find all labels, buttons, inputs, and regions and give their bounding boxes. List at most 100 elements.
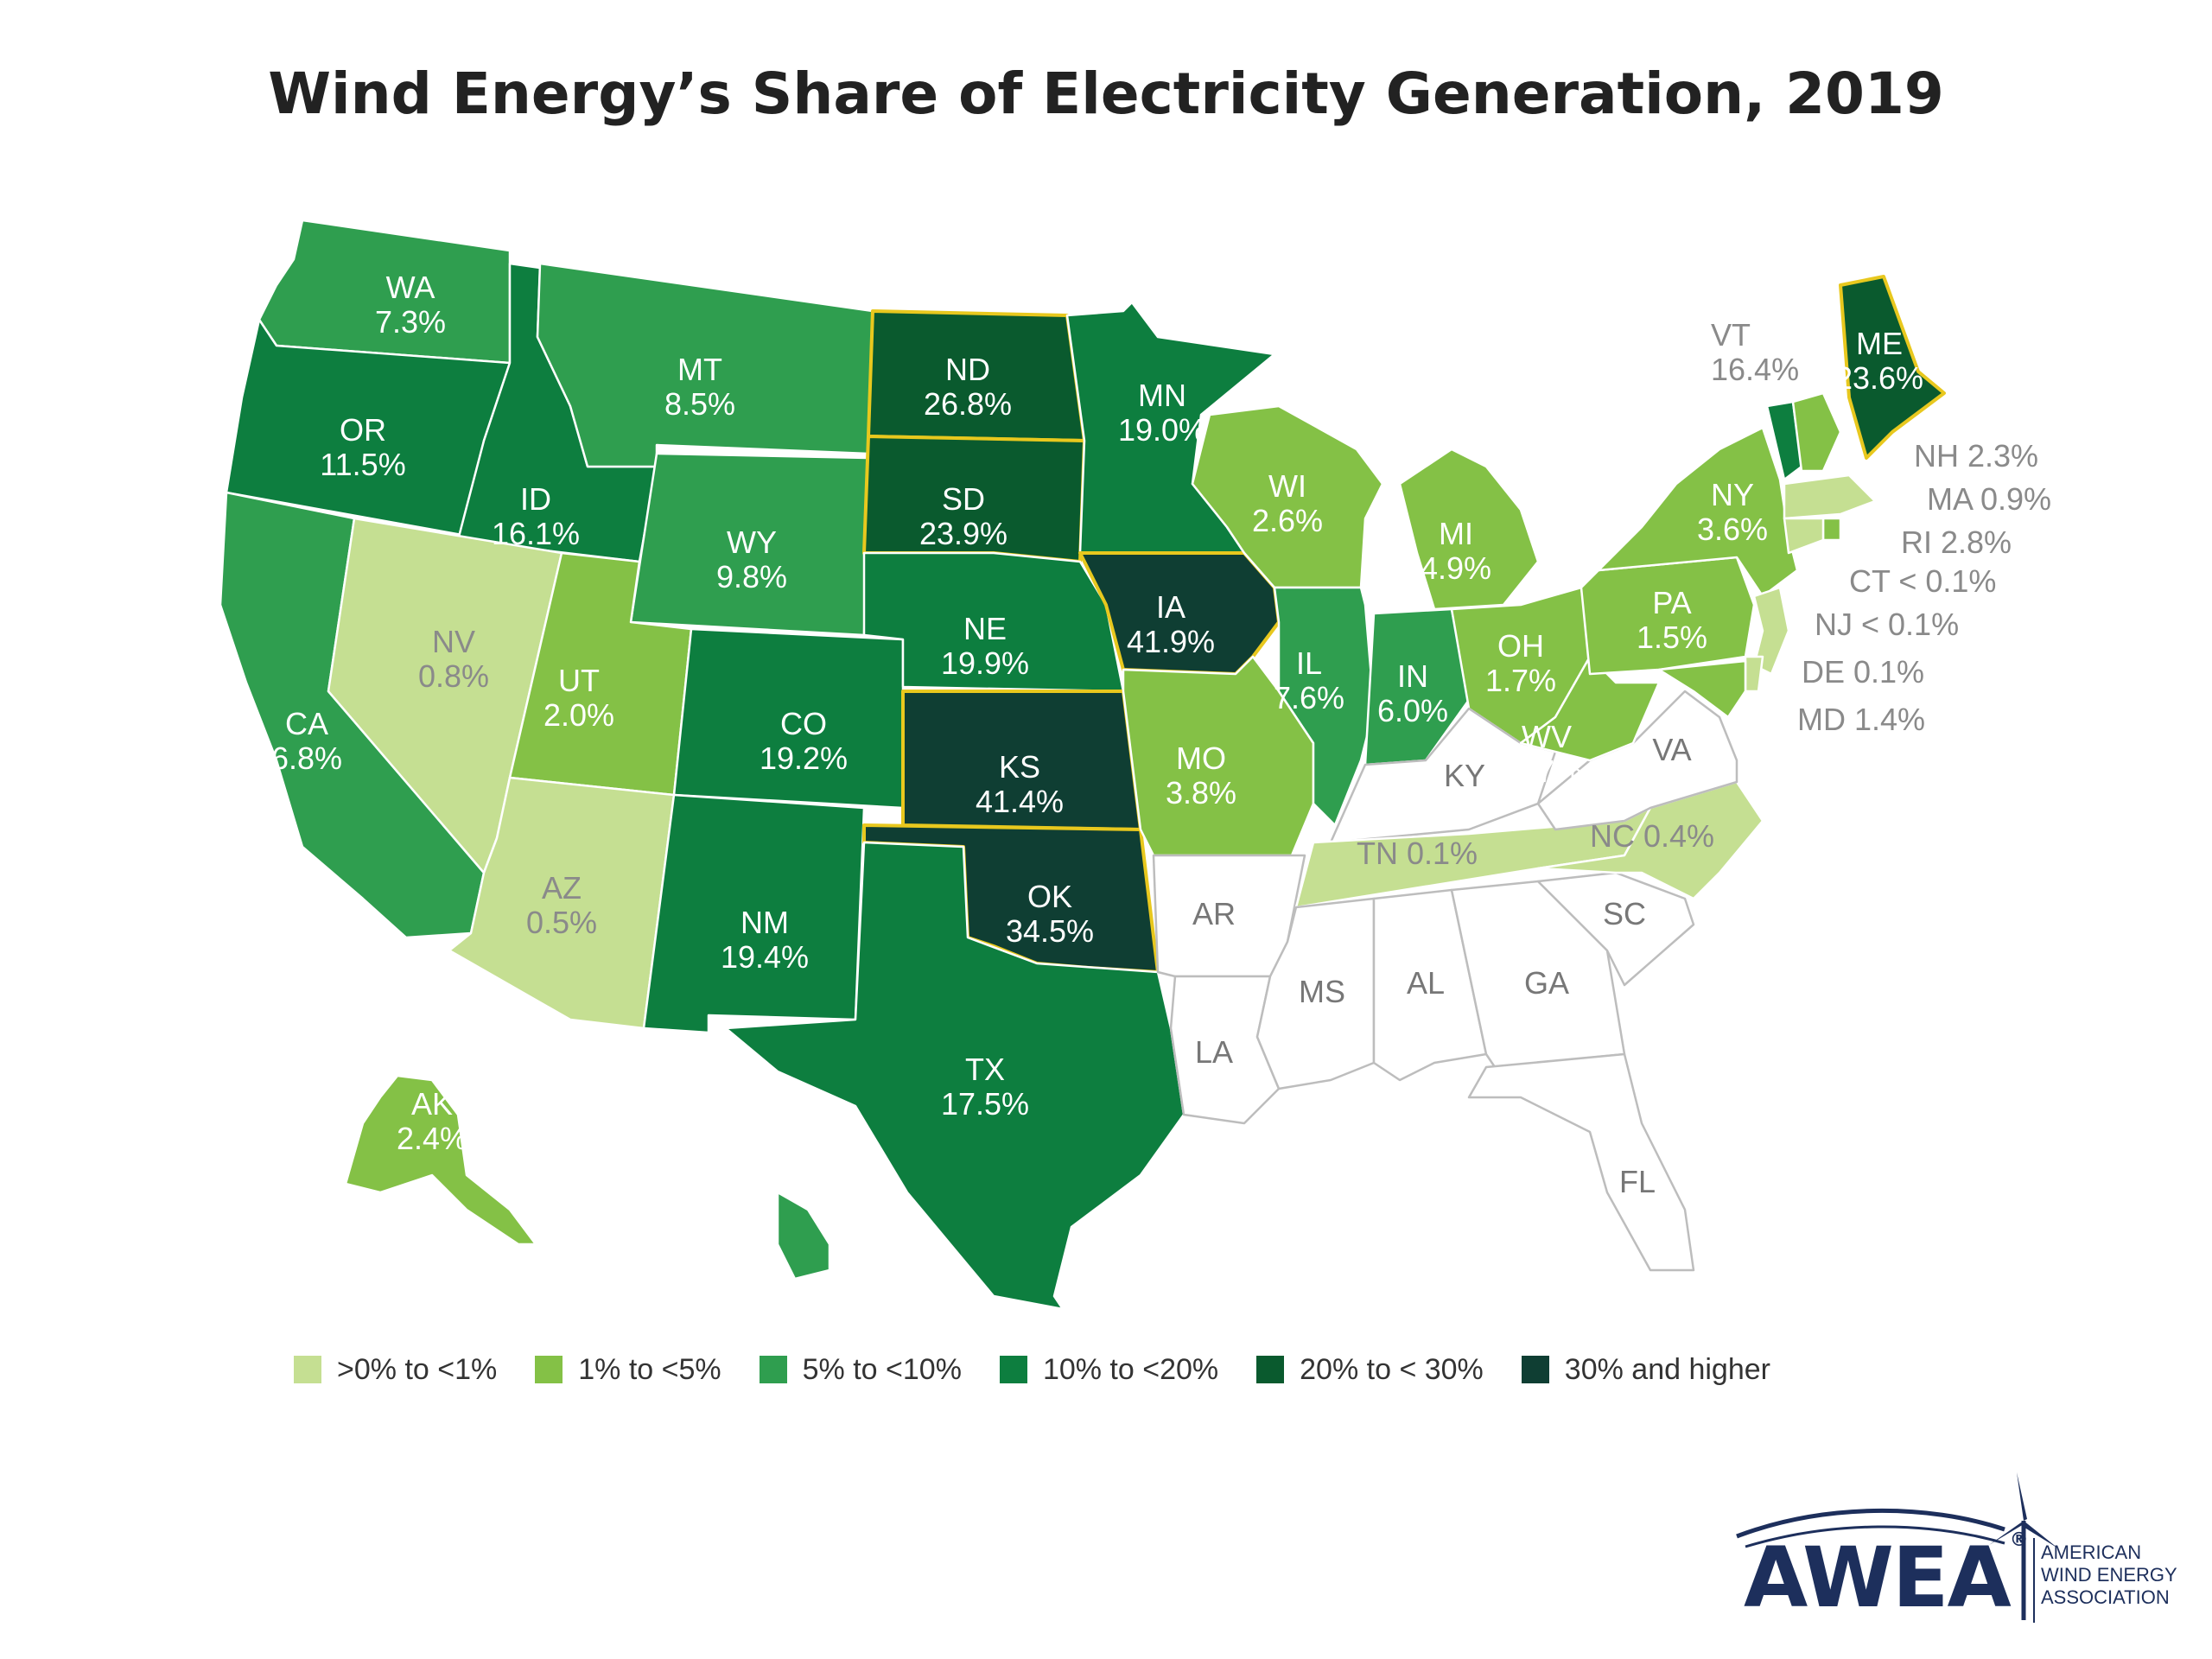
state-wa bbox=[257, 219, 512, 365]
label-value: 16.1% bbox=[492, 516, 580, 551]
label-value: 17.5% bbox=[941, 1086, 1029, 1122]
label-value: 23.9% bbox=[919, 516, 1007, 551]
label-value: 19.9% bbox=[941, 645, 1029, 681]
label-abbr: UT bbox=[558, 663, 600, 698]
label-oh: OH 1.7% bbox=[1485, 628, 1556, 698]
label-ca: CA 6.8% bbox=[271, 706, 342, 776]
label-value: 16.4% bbox=[1711, 352, 1799, 387]
label-abbr: SD bbox=[942, 481, 985, 517]
label-ct: CT < 0.1% bbox=[1849, 563, 1996, 599]
legend-label: >0% to <1% bbox=[337, 1352, 498, 1386]
label-abbr: CO bbox=[780, 706, 827, 741]
label-value: 2.0% bbox=[543, 697, 614, 733]
label-ri: RI 2.8% bbox=[1901, 524, 2012, 560]
label-abbr: IN bbox=[1397, 658, 1428, 694]
label-co: CO 19.2% bbox=[760, 706, 848, 776]
state-nc bbox=[1536, 780, 1764, 900]
label-abbr: LA bbox=[1195, 1034, 1233, 1070]
label-in: IN 6.0% bbox=[1377, 658, 1448, 728]
label-value: 2.7% bbox=[1511, 753, 1582, 789]
legend-item: 20% to < 30% bbox=[1256, 1353, 1484, 1387]
label-mi: MI 4.9% bbox=[1421, 516, 1491, 586]
label-md: MD 1.4% bbox=[1797, 702, 1925, 737]
label-value: 1.5% bbox=[1637, 620, 1707, 655]
logo-line-2: WIND ENERGY bbox=[2041, 1564, 2177, 1586]
label-abbr: NY bbox=[1711, 477, 1754, 512]
label-abbr: AK bbox=[411, 1086, 453, 1122]
label-abbr: OR bbox=[340, 412, 386, 448]
label-value: 8.5% bbox=[664, 386, 735, 422]
legend-swatch bbox=[1256, 1356, 1285, 1383]
label-abbr: VT bbox=[1711, 317, 1751, 353]
label-ia: IA 41.9% bbox=[1127, 589, 1215, 659]
label-value: 3.6% bbox=[1697, 512, 1768, 547]
awea-logo: AWEA® AMERICAN WIND ENERGY ASSOCIATION bbox=[1719, 1469, 2203, 1626]
state-hi bbox=[776, 1191, 831, 1281]
legend: >0% to <1% 1% to <5% 5% to <10% 10% to <20%… bbox=[294, 1348, 1808, 1391]
label-id: ID 16.1% bbox=[492, 481, 580, 551]
state-me bbox=[1839, 275, 1946, 460]
label-tn: TN 0.1% bbox=[1357, 836, 1478, 871]
state-nm bbox=[642, 793, 866, 1034]
label-value: 26.8% bbox=[924, 386, 1012, 422]
label-vt: VT 16.4% bbox=[1711, 317, 1799, 387]
label-abbr: KY bbox=[1444, 758, 1485, 793]
label-abbr: PA bbox=[1652, 585, 1691, 620]
label-abbr: IL bbox=[1296, 645, 1322, 681]
label-value: 9.8% bbox=[716, 559, 787, 594]
label-value: 7.6% bbox=[1274, 680, 1344, 715]
label-ks: KS 41.4% bbox=[976, 749, 1064, 819]
label-abbr: OH bbox=[1497, 628, 1544, 664]
label-value: 23.6% bbox=[1835, 360, 1923, 396]
label-value: 6.0% bbox=[1377, 693, 1448, 728]
label-nv: NV 0.8% bbox=[418, 624, 489, 694]
logo-wordmark: AWEA bbox=[1744, 1529, 2012, 1626]
label-abbr: ID bbox=[520, 481, 551, 517]
legend-label: 10% to <20% bbox=[1042, 1352, 1219, 1386]
label-va: VA bbox=[1652, 732, 1691, 767]
state-ri bbox=[1821, 517, 1842, 542]
label-value: 11.5% bbox=[320, 447, 405, 482]
label-value: 19.4% bbox=[721, 939, 809, 975]
state-md bbox=[1657, 659, 1747, 719]
legend-swatch bbox=[535, 1356, 563, 1383]
label-wi: WI 2.6% bbox=[1252, 468, 1323, 538]
legend-label: 1% to <5% bbox=[578, 1352, 721, 1386]
label-abbr: MT bbox=[677, 352, 722, 387]
label-mo: MO 3.8% bbox=[1166, 741, 1236, 810]
label-abbr: NM bbox=[741, 905, 789, 940]
legend-item: 30% and higher bbox=[1521, 1353, 1770, 1387]
label-nm: NM 19.4% bbox=[721, 905, 809, 975]
label-value: 34.5% bbox=[1006, 913, 1094, 949]
legend-item: 1% to <5% bbox=[535, 1353, 721, 1387]
label-value: 4.9% bbox=[1421, 550, 1491, 586]
legend-swatch bbox=[294, 1356, 321, 1383]
label-abbr: FL bbox=[1619, 1164, 1656, 1199]
legend-swatch bbox=[759, 1356, 787, 1383]
label-abbr: VA bbox=[1652, 732, 1691, 767]
label-abbr: NV bbox=[432, 624, 475, 659]
label-ny: NY 3.6% bbox=[1697, 477, 1768, 547]
label-abbr: ME bbox=[1856, 326, 1903, 361]
label-abbr: AZ bbox=[542, 870, 582, 906]
label-nc: NC 0.4% bbox=[1590, 818, 1714, 854]
legend-swatch bbox=[1521, 1356, 1549, 1383]
state-de bbox=[1744, 655, 1764, 693]
label-pa: PA 1.5% bbox=[1637, 585, 1707, 655]
label-abbr: HI bbox=[706, 1216, 737, 1251]
state-nh bbox=[1791, 391, 1842, 473]
label-ma: MA 0.9% bbox=[1927, 481, 2051, 517]
label-nj: NJ < 0.1% bbox=[1815, 607, 1959, 642]
label-abbr: MO bbox=[1176, 741, 1226, 776]
wind-turbine-icon bbox=[1736, 1472, 2058, 1623]
state-il bbox=[1273, 586, 1376, 827]
label-ga: GA bbox=[1524, 965, 1569, 1001]
label-hi: HI 5.4% bbox=[686, 1216, 757, 1286]
label-abbr: CA bbox=[285, 706, 328, 741]
label-de: DE 0.1% bbox=[1802, 654, 1924, 690]
map-title: Wind Energy’s Share of Electricity Gener… bbox=[268, 60, 1944, 127]
label-me: ME 23.6% bbox=[1835, 326, 1923, 396]
label-abbr: WI bbox=[1268, 468, 1306, 504]
label-nh: NH 2.3% bbox=[1914, 438, 2038, 474]
label-ms: MS bbox=[1299, 974, 1345, 1009]
